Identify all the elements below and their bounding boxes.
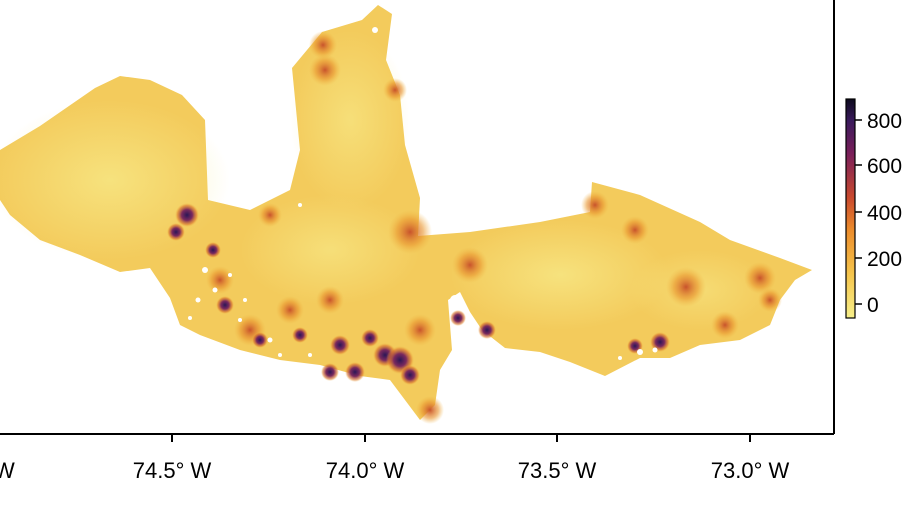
colorbar-tick-label: 400 [867,202,902,225]
colorbar-tick-label: 600 [867,155,902,178]
x-tick-label: 74.0° W [326,458,405,483]
x-axis: W 74.5° W 74.0° W 73.5° W 73.0° W [0,434,789,483]
colorbar-tick-label: 0 [867,294,879,317]
x-tick-label: 73.0° W [711,458,790,483]
hotspots-medium [206,31,782,424]
colorbar-tick-label: 800 [867,110,902,133]
colorbar: 800 600 400 200 0 [845,98,902,319]
interpolation-shading [0,30,770,330]
plot-frame [0,0,835,435]
x-tick-label: 73.5° W [518,458,597,483]
no-data-speckles [188,27,658,360]
hotspots-high [167,203,670,385]
study-region-map [0,5,812,424]
colorbar-gradient [845,98,856,319]
x-tick-label: W [0,458,15,483]
colorbar-tick-label: 200 [867,248,902,271]
x-tick-label: 74.5° W [133,458,212,483]
